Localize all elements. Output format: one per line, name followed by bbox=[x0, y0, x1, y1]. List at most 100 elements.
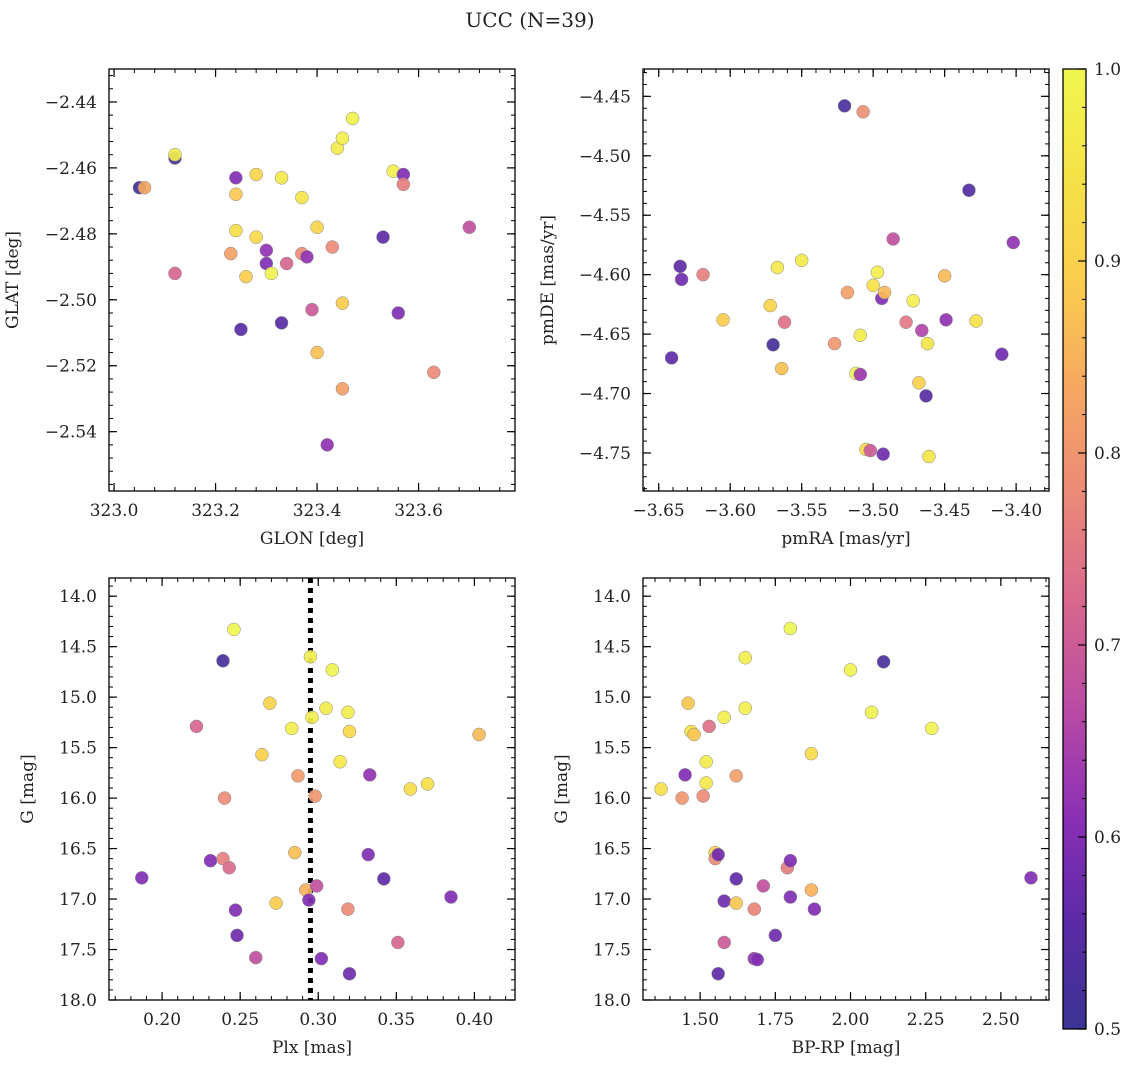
scatter-point bbox=[391, 306, 406, 320]
y-tick-label: 15.0 bbox=[593, 688, 631, 708]
scatter-point bbox=[783, 890, 798, 904]
scatter-point bbox=[827, 336, 842, 351]
scatter-point bbox=[920, 336, 935, 351]
plot-area bbox=[642, 68, 1050, 492]
x-tick-label: 1.75 bbox=[756, 1010, 794, 1030]
y-tick-label: 14.5 bbox=[593, 638, 631, 658]
scatter-point bbox=[234, 322, 248, 337]
scatter-point bbox=[274, 171, 289, 185]
scatter-point bbox=[269, 896, 283, 910]
y-tick-label: −4.60 bbox=[579, 266, 631, 286]
scatter-point bbox=[863, 443, 878, 458]
y-tick-label: 18.0 bbox=[59, 991, 97, 1011]
scatter-point bbox=[995, 347, 1009, 362]
x-tick-label: 2.50 bbox=[982, 1010, 1020, 1030]
x-tick-label: 2.25 bbox=[907, 1010, 945, 1030]
scatter-point bbox=[305, 710, 319, 725]
scatter-point bbox=[249, 167, 263, 182]
scatter-point bbox=[255, 747, 269, 762]
scatter-point bbox=[674, 272, 689, 287]
scatter-point bbox=[308, 789, 322, 803]
scatter-point bbox=[376, 230, 390, 244]
scatter-point bbox=[711, 847, 725, 862]
y-tick-label: −4.50 bbox=[579, 147, 631, 167]
scatter-point bbox=[837, 99, 852, 113]
x-tick-label: −3.60 bbox=[704, 501, 756, 521]
scatter-point bbox=[300, 250, 314, 264]
scatter-point bbox=[729, 872, 743, 886]
scatter-point bbox=[420, 777, 435, 791]
y-tick-label: −4.70 bbox=[579, 385, 631, 405]
scatter-point bbox=[263, 696, 277, 710]
colorbar-tick-label: 0.8 bbox=[1094, 444, 1121, 464]
scatter-point bbox=[794, 253, 809, 268]
scatter-point bbox=[856, 105, 870, 119]
y-tick-label: −4.75 bbox=[579, 444, 631, 464]
scatter-point bbox=[228, 903, 243, 917]
scatter-point bbox=[342, 724, 357, 739]
colorbar-tick-label: 0.7 bbox=[1094, 636, 1121, 656]
scatter-point bbox=[319, 701, 333, 715]
scatter-point bbox=[377, 872, 391, 886]
scatter-point bbox=[472, 727, 486, 742]
scatter-point bbox=[756, 879, 771, 893]
scatter-point bbox=[341, 902, 355, 916]
scatter-point bbox=[302, 893, 316, 907]
figure-title: UCC (N=39) bbox=[465, 8, 594, 32]
y-tick-label: 17.5 bbox=[59, 941, 97, 961]
scatter-point bbox=[361, 847, 375, 862]
y-tick-label: 15.5 bbox=[593, 739, 631, 759]
scatter-point bbox=[747, 902, 762, 916]
scatter-point bbox=[717, 935, 731, 950]
y-tick-label: −2.52 bbox=[45, 357, 97, 377]
scatter-point bbox=[333, 754, 347, 769]
scatter-point bbox=[717, 894, 731, 908]
scatter-point bbox=[325, 240, 340, 254]
scatter-point bbox=[222, 860, 236, 875]
scatter-point bbox=[937, 269, 952, 283]
scatter-point bbox=[699, 754, 713, 769]
scatter-point bbox=[391, 935, 405, 950]
scatter-point bbox=[284, 721, 299, 736]
scatter-point bbox=[678, 768, 692, 782]
scatter-point bbox=[777, 315, 792, 329]
scatter-point bbox=[783, 621, 798, 636]
scatter-point bbox=[303, 649, 318, 664]
panel-plx-g: 0.20 0.25 0.30 0.35 0.40 14.0 14.5 15.0 15.5 16.0… bbox=[18, 577, 516, 1058]
scatter-point bbox=[168, 147, 182, 162]
scatter-point bbox=[335, 382, 350, 396]
scatter-point bbox=[774, 361, 789, 376]
y-tick-label: 15.5 bbox=[59, 739, 97, 759]
scatter-point bbox=[915, 323, 929, 338]
scatter-point bbox=[738, 701, 753, 715]
scatter-point bbox=[288, 845, 302, 860]
scatter-point bbox=[335, 296, 350, 310]
scatter-point bbox=[870, 265, 885, 280]
plot-area bbox=[642, 577, 1050, 1001]
scatter-point bbox=[309, 879, 324, 893]
y-tick-label: −2.44 bbox=[45, 93, 97, 113]
scatter-point bbox=[763, 298, 777, 313]
x-tick-label: 0.30 bbox=[299, 1010, 337, 1030]
colorbar-tick-label: 1.0 bbox=[1094, 60, 1121, 80]
scatter-point bbox=[189, 719, 204, 734]
scatter-point bbox=[137, 180, 152, 195]
scatter-point bbox=[876, 447, 890, 461]
scatter-point bbox=[922, 449, 936, 464]
scatter-point bbox=[335, 131, 350, 145]
x-tick-label: 323.6 bbox=[394, 501, 443, 521]
scatter-point bbox=[314, 951, 329, 966]
y-tick-label: 17.0 bbox=[59, 890, 97, 910]
scatter-point bbox=[750, 952, 765, 967]
scatter-point bbox=[673, 259, 687, 274]
scatter-point bbox=[766, 338, 780, 352]
colorbar-tick-label: 0.6 bbox=[1094, 828, 1121, 848]
x-axis-label: BP-RP [mag] bbox=[792, 1038, 901, 1058]
y-tick-label: 16.5 bbox=[59, 840, 97, 860]
x-axis-label: pmRA [mas/yr] bbox=[781, 529, 910, 549]
scatter-point bbox=[664, 351, 679, 365]
x-tick-label: 0.25 bbox=[221, 1010, 259, 1030]
colorbar-tick-label: 0.9 bbox=[1094, 252, 1121, 272]
scatter-point bbox=[919, 389, 933, 403]
scatter-point bbox=[906, 294, 920, 308]
